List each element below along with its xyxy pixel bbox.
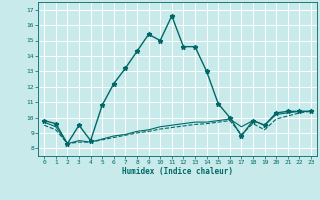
X-axis label: Humidex (Indice chaleur): Humidex (Indice chaleur) — [122, 167, 233, 176]
